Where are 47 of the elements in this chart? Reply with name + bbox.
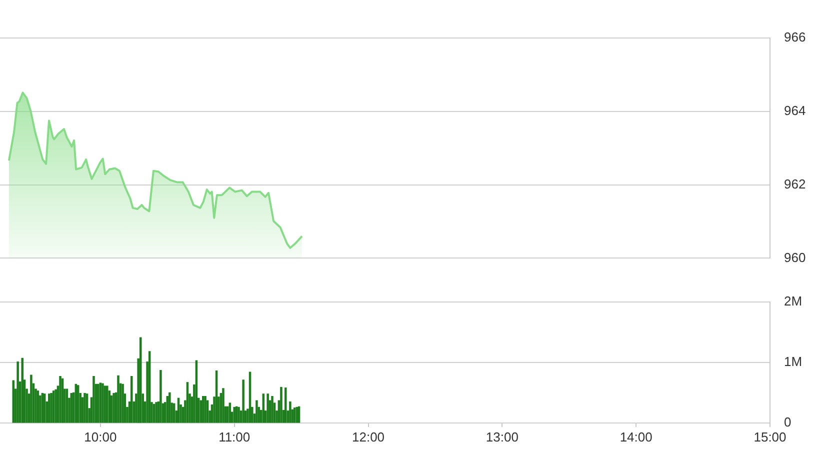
bar [289,401,292,423]
bar [21,358,24,423]
bar [30,374,32,423]
bar [97,384,100,423]
x-tick-label: 10:00 [84,429,117,444]
bar [200,400,202,423]
bar [284,388,287,423]
x-tick-label: 11:00 [218,429,250,444]
bar [206,400,209,423]
bar [233,406,236,423]
bar [59,376,62,423]
bar [16,361,19,423]
bar [104,386,106,423]
bar [70,392,73,423]
bar [242,380,244,423]
bar [112,392,115,423]
y-tick-label: 2M [784,293,802,308]
x-tick-label: 14:00 [620,429,652,444]
bar [280,386,282,423]
bar [122,384,124,423]
bar [130,376,133,423]
bar [66,388,68,423]
bar [222,388,224,423]
bar [228,402,232,423]
bar [81,397,84,423]
bar [266,394,269,423]
y-tick-label: 966 [784,30,806,45]
bar [92,376,95,423]
bar [106,386,108,423]
bar [256,400,258,423]
y-tick-label: 964 [784,102,806,118]
y-tick-label: 960 [784,250,806,265]
x-tick-label: 13:00 [486,429,518,444]
bar [160,370,162,423]
bar [271,396,274,423]
bar [84,392,86,423]
bar [168,392,171,423]
y-tick-label: 962 [784,176,806,192]
bar [226,406,229,423]
x-tick-label: 15:00 [754,429,786,444]
bar [54,389,57,423]
bar [155,402,158,423]
x-tick-label: 12:00 [352,429,385,444]
bar [117,375,120,423]
y-tick-label: 0 [784,414,792,430]
bar [293,408,296,423]
y-tick-label: 1M [784,354,802,369]
